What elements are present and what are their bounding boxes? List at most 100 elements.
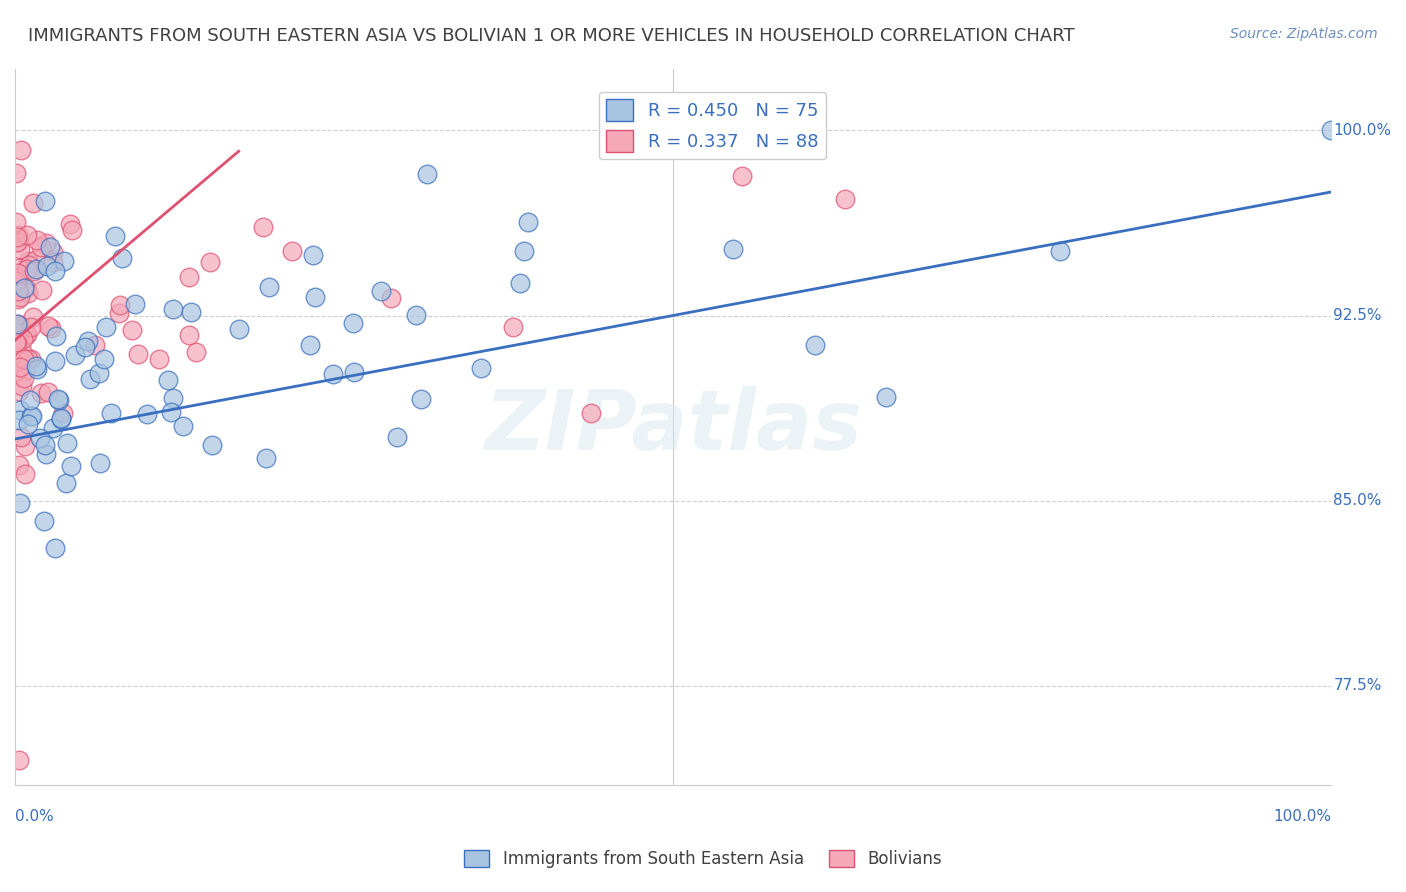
- Point: [15, 281, 38, 295]
- Point: [13, 351, 35, 366]
- Point: [107, 306, 129, 320]
- Point: [18, 258, 41, 272]
- Point: [7, 227, 30, 242]
- Point: [228, 321, 250, 335]
- Point: [87, 366, 110, 380]
- Point: [14, 467, 37, 482]
- Point: [20, 409, 42, 423]
- Point: [15, 326, 38, 341]
- Point: [25, 359, 48, 373]
- Point: [8, 326, 31, 341]
- Point: [17, 254, 39, 268]
- Point: [111, 251, 134, 265]
- Point: [34, 194, 56, 208]
- Point: [509, 276, 531, 290]
- Point: [13, 332, 35, 346]
- Point: [42, 245, 65, 260]
- Point: [20, 352, 42, 367]
- Point: [121, 323, 143, 337]
- Point: [162, 391, 184, 405]
- Point: [4, 353, 27, 368]
- Point: [48, 393, 70, 408]
- Point: [15, 227, 38, 242]
- Point: [52, 253, 75, 268]
- Point: [804, 338, 827, 352]
- Point: [1049, 244, 1071, 258]
- Point: [60, 222, 83, 236]
- Point: [44, 353, 66, 368]
- Point: [4, 350, 27, 364]
- Point: [516, 215, 538, 229]
- Point: [45, 328, 67, 343]
- Point: [7, 261, 30, 276]
- Point: [172, 419, 194, 434]
- Point: [7, 318, 30, 332]
- Point: [13, 370, 35, 384]
- Point: [37, 384, 59, 399]
- Point: [302, 248, 325, 262]
- Point: [21, 409, 44, 423]
- Point: [44, 264, 66, 278]
- Point: [21, 196, 44, 211]
- Point: [370, 284, 392, 298]
- Point: [257, 280, 280, 294]
- Point: [76, 334, 98, 348]
- Point: [28, 431, 51, 445]
- Text: 100.0%: 100.0%: [1333, 123, 1392, 137]
- Point: [44, 541, 66, 556]
- Point: [84, 337, 107, 351]
- Point: [89, 456, 111, 470]
- Point: [8, 242, 31, 256]
- Point: [385, 430, 408, 444]
- Point: [4, 274, 27, 288]
- Point: [10, 359, 32, 374]
- Point: [35, 236, 58, 251]
- Text: 100.0%: 100.0%: [1272, 810, 1331, 824]
- Point: [20, 320, 42, 334]
- Point: [22, 264, 45, 278]
- Point: [177, 327, 200, 342]
- Point: [6, 318, 28, 332]
- Point: [7, 280, 30, 294]
- Point: [4, 270, 27, 285]
- Point: [46, 392, 69, 406]
- Point: [4, 321, 27, 335]
- Point: [7, 272, 30, 286]
- Point: [411, 392, 433, 406]
- Point: [8, 412, 31, 426]
- Point: [34, 447, 56, 461]
- Point: [513, 244, 536, 259]
- Point: [380, 291, 402, 305]
- Text: 0.0%: 0.0%: [15, 810, 53, 824]
- Point: [10, 144, 32, 158]
- Point: [731, 169, 754, 184]
- Point: [4, 364, 27, 378]
- Point: [322, 367, 344, 381]
- Point: [52, 406, 75, 420]
- Point: [198, 254, 221, 268]
- Point: [49, 410, 72, 425]
- Point: [10, 430, 32, 444]
- Point: [156, 373, 179, 387]
- Point: [59, 218, 82, 232]
- Point: [201, 438, 224, 452]
- Point: [6, 235, 28, 250]
- Point: [254, 450, 277, 465]
- Point: [281, 244, 304, 259]
- Point: [4, 215, 27, 229]
- Text: IMMIGRANTS FROM SOUTH EASTERN ASIA VS BOLIVIAN 1 OR MORE VEHICLES IN HOUSEHOLD C: IMMIGRANTS FROM SOUTH EASTERN ASIA VS BO…: [28, 27, 1074, 45]
- Point: [502, 319, 524, 334]
- Point: [299, 337, 322, 351]
- Point: [100, 407, 122, 421]
- Point: [179, 269, 201, 284]
- Point: [4, 166, 27, 180]
- Point: [18, 393, 41, 408]
- Point: [96, 320, 118, 334]
- Point: [8, 496, 31, 510]
- Point: [6, 230, 28, 244]
- Point: [162, 301, 184, 316]
- Point: [405, 309, 427, 323]
- Point: [11, 378, 34, 392]
- Point: [17, 352, 39, 367]
- Point: [93, 352, 115, 367]
